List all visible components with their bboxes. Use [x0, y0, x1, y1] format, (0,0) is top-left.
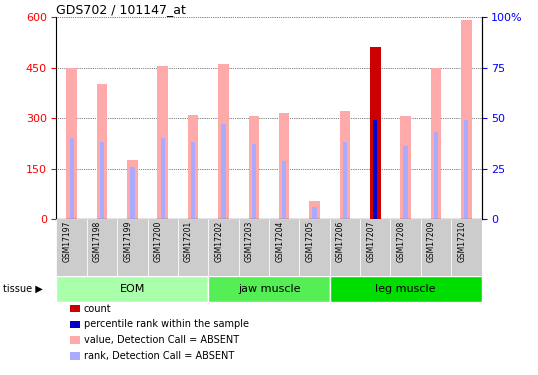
Bar [147, 219, 178, 276]
Text: tissue ▶: tissue ▶ [3, 284, 43, 294]
Bar [269, 219, 299, 276]
Bar [464, 120, 469, 219]
Bar [404, 147, 408, 219]
Bar [69, 138, 74, 219]
Bar [208, 219, 239, 276]
Text: GSM17205: GSM17205 [306, 221, 315, 262]
Text: jaw muscle: jaw muscle [238, 284, 300, 294]
Bar [100, 142, 104, 219]
Text: GSM17208: GSM17208 [397, 221, 406, 262]
Bar [309, 201, 320, 219]
Text: GDS702 / 101147_at: GDS702 / 101147_at [56, 3, 186, 16]
Bar [158, 66, 168, 219]
Bar [87, 219, 117, 276]
Bar [208, 276, 330, 302]
Bar [178, 219, 208, 276]
Bar [299, 219, 330, 276]
Bar [313, 207, 317, 219]
Bar [252, 144, 256, 219]
Bar [239, 219, 269, 276]
Bar [330, 219, 360, 276]
Bar [249, 116, 259, 219]
Bar [282, 160, 286, 219]
Bar [191, 142, 195, 219]
Bar [161, 138, 165, 219]
Text: GSM17209: GSM17209 [427, 221, 436, 262]
Text: GSM17200: GSM17200 [154, 221, 162, 262]
Bar [343, 142, 347, 219]
Text: GSM17206: GSM17206 [336, 221, 345, 262]
Bar [391, 219, 421, 276]
Text: EOM: EOM [119, 284, 145, 294]
Bar [117, 219, 147, 276]
Bar [451, 219, 482, 276]
Text: GSM17201: GSM17201 [184, 221, 193, 262]
Text: value, Detection Call = ABSENT: value, Detection Call = ABSENT [84, 335, 239, 345]
Bar [434, 132, 438, 219]
Text: GSM17202: GSM17202 [215, 221, 223, 262]
Text: percentile rank within the sample: percentile rank within the sample [84, 320, 249, 329]
Text: GSM17203: GSM17203 [245, 221, 254, 262]
Bar [370, 47, 380, 219]
Bar [421, 219, 451, 276]
Text: GSM17198: GSM17198 [93, 221, 102, 262]
Text: count: count [84, 304, 111, 313]
Bar [97, 84, 108, 219]
Text: GSM17210: GSM17210 [457, 221, 466, 262]
Bar [130, 167, 134, 219]
Bar [279, 113, 289, 219]
Bar [66, 68, 77, 219]
Bar [56, 276, 208, 302]
Bar [461, 20, 472, 219]
Bar [430, 68, 441, 219]
Bar [373, 120, 377, 219]
Text: leg muscle: leg muscle [376, 284, 436, 294]
Bar [56, 219, 87, 276]
Text: GSM17197: GSM17197 [62, 221, 72, 262]
Text: rank, Detection Call = ABSENT: rank, Detection Call = ABSENT [84, 351, 234, 361]
Bar [400, 116, 411, 219]
Bar [188, 115, 199, 219]
Bar [127, 160, 138, 219]
Bar [221, 124, 225, 219]
Text: GSM17199: GSM17199 [123, 221, 132, 262]
Text: GSM17207: GSM17207 [366, 221, 376, 262]
Bar [339, 111, 350, 219]
Bar [330, 276, 482, 302]
Bar [360, 219, 391, 276]
Text: GSM17204: GSM17204 [275, 221, 284, 262]
Bar [218, 64, 229, 219]
